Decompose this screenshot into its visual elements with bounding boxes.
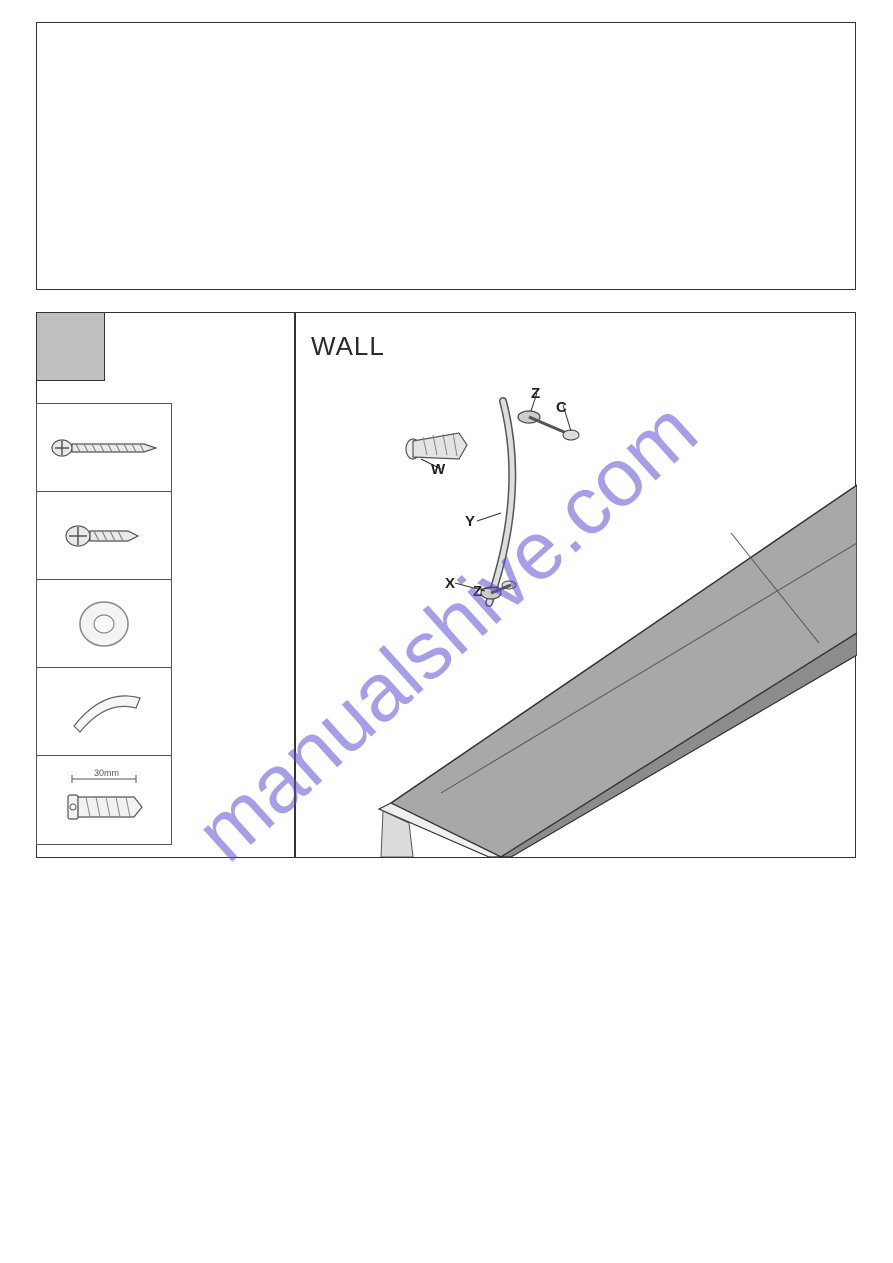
assembly-panel: 30mm WALL xyxy=(36,312,856,858)
callout-leaders xyxy=(421,393,571,591)
callout-y: Y xyxy=(465,513,475,530)
strap-on-wall xyxy=(481,401,579,603)
callout-c: C xyxy=(556,399,567,416)
diagram-svg xyxy=(241,313,857,857)
page: 30mm WALL xyxy=(0,0,893,1263)
part-long-screw xyxy=(37,404,171,492)
callout-z-top: Z xyxy=(531,385,540,402)
strap-icon xyxy=(44,682,164,742)
callout-z-btm: Z xyxy=(473,583,482,600)
callout-w: W xyxy=(431,461,445,478)
part-strap xyxy=(37,668,171,756)
part-washer xyxy=(37,580,171,668)
washer-icon xyxy=(44,594,164,654)
part-short-screw xyxy=(37,492,171,580)
short-screw-icon xyxy=(44,506,164,566)
diagram-area: WALL xyxy=(241,313,857,857)
part-wall-anchor: 30mm xyxy=(37,756,171,844)
callout-x: X xyxy=(445,575,455,592)
wall-anchor-icon: 30mm xyxy=(44,765,164,835)
long-screw-icon xyxy=(44,418,164,478)
wall-anchor-in-wall xyxy=(406,433,467,459)
anchor-dim-label: 30mm xyxy=(94,768,119,778)
parts-list: 30mm xyxy=(36,403,172,845)
step-number-box xyxy=(37,313,105,381)
instruction-box xyxy=(36,22,856,290)
furniture-top xyxy=(379,485,857,857)
